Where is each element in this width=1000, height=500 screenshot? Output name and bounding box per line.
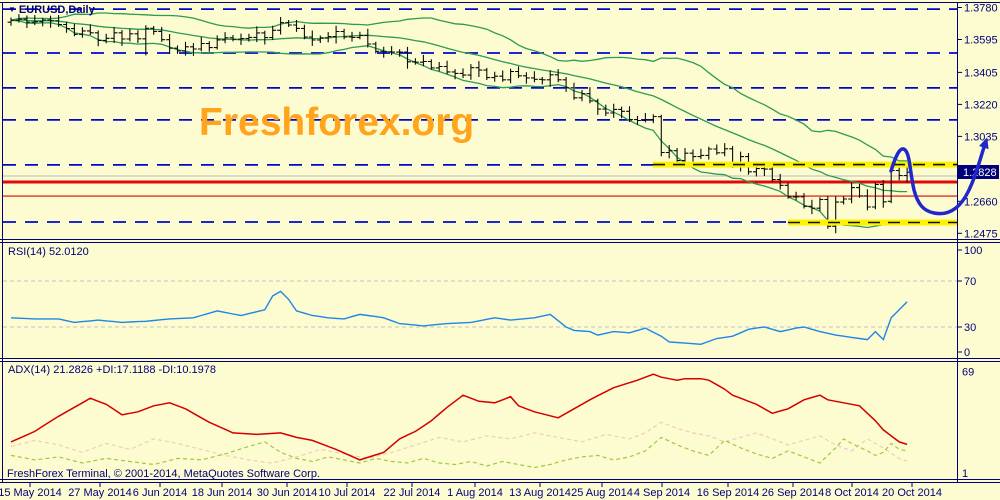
rsi-indicator	[3, 280, 957, 346]
time-scale-label: 1 Aug 2014	[447, 487, 503, 499]
adx-indicator	[10, 373, 908, 469]
bollinger-bands	[10, 12, 908, 229]
ohlc-bars-path	[7, 14, 911, 234]
price-scale-label: 1.3220	[964, 99, 998, 111]
rsi-scale-label: 70	[964, 276, 976, 288]
time-scale-label: 18 Jun 2014	[192, 487, 253, 499]
current-price-value: 1.2828	[963, 167, 997, 179]
time-scale-label: 15 May 2014	[0, 487, 62, 499]
time-scale-label: 27 May 2014	[68, 487, 132, 499]
panel-borders	[0, 2, 1000, 483]
price-scale-label: 1.3035	[964, 131, 998, 143]
bollinger-middle	[10, 19, 908, 193]
price-scale-label: 1.3780	[964, 3, 998, 15]
time-scale-label: 10 Jul 2014	[319, 487, 376, 499]
watermark-text: Freshforex.org	[199, 101, 474, 144]
rsi-line	[10, 290, 908, 346]
bollinger-upper	[10, 12, 908, 162]
time-scale: 15 May 2014 27 May 2014 6 Jun 2014 18 Jun 2…	[0, 483, 942, 499]
price-scale-label: 1.2660	[964, 196, 998, 208]
symbol-label[interactable]: ▼ EURUSD,Daily	[8, 4, 95, 16]
horizontal-line-objects[interactable]	[3, 175, 957, 197]
forecast-arrow[interactable]	[889, 137, 989, 216]
bollinger-lower	[10, 19, 908, 229]
time-scale-label: 22 Jul 2014	[384, 487, 441, 499]
time-scale-label: 30 Jun 2014	[257, 487, 318, 499]
yellow-highlight-zones[interactable]	[653, 161, 957, 226]
rsi-scale-label: 30	[964, 322, 976, 334]
time-scale-label: 26 Sep 2014	[762, 487, 824, 499]
price-scale: 1.3780 1.3595 1.3405 1.3220 1.3035 1.2660 1.24…	[957, 3, 998, 480]
adx-scale-label: 69	[962, 367, 974, 379]
price-scale-label: 1.3595	[964, 35, 998, 47]
rsi-scale-label: 0	[964, 347, 970, 359]
terminal-copyright: FreshForex Terminal, © 2001-2014, MetaQu…	[7, 468, 320, 480]
adx-line	[10, 373, 908, 461]
time-scale-label: 13 Aug 2014	[509, 487, 571, 499]
rsi-scale-label: 100	[964, 245, 982, 257]
price-scale-label: 1.2475	[964, 228, 998, 240]
symbol-triangle-icon: ▼	[8, 5, 16, 14]
adx-scale-label: 1	[962, 468, 968, 480]
time-scale-label: 20 Oct 2014	[882, 487, 942, 499]
symbol-label-text: EURUSD,Daily	[18, 4, 95, 16]
time-scale-label: 25 Aug 2014	[571, 487, 633, 499]
time-scale-label: 6 Jun 2014	[133, 487, 187, 499]
price-scale-label: 1.3405	[964, 67, 998, 79]
minus-di-line	[10, 421, 908, 464]
adx-indicator-label: ADX(14) 21.2826 +DI:17.1188 -DI:10.1978	[8, 364, 217, 376]
time-scale-label: 4 Sep 2014	[634, 487, 690, 499]
rsi-indicator-label: RSI(14) 52.0120	[8, 246, 89, 258]
time-scale-label: 8 Oct 2014	[825, 487, 879, 499]
current-price-box: 1.2828	[958, 165, 999, 179]
price-bars	[7, 14, 911, 234]
time-scale-label: 16 Sep 2014	[697, 487, 759, 499]
